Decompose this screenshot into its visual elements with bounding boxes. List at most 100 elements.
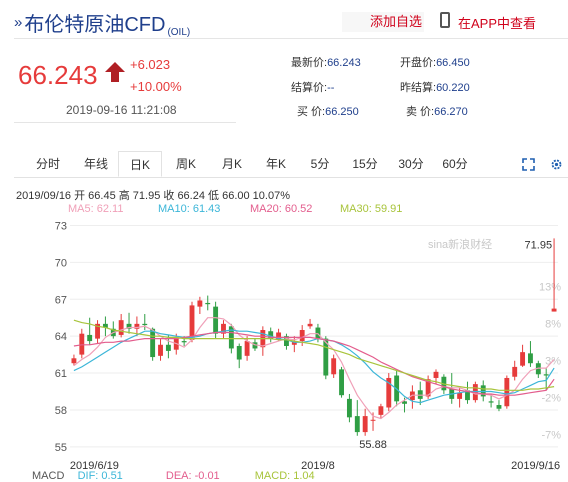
y-tick-label: 73 — [55, 220, 67, 232]
candle-body — [118, 320, 124, 335]
fullscreen-icon[interactable] — [522, 158, 535, 171]
view-in-app-link[interactable]: 在APP中查看 — [458, 16, 537, 31]
candle-body — [291, 341, 297, 345]
candle-body — [181, 341, 187, 343]
tab-monthly-k[interactable]: 月K — [221, 157, 242, 171]
candle-body — [307, 323, 313, 327]
pct-tick-label: 3% — [545, 355, 561, 367]
candle-body — [126, 323, 132, 329]
tab-60min[interactable]: 60分 — [442, 157, 468, 171]
candle-body — [315, 327, 321, 339]
candle-body — [213, 306, 219, 334]
candle-body — [268, 331, 274, 339]
chart-grid — [70, 224, 558, 448]
candle-body — [205, 302, 211, 305]
min-price-label: 55.88 — [359, 439, 387, 451]
x-tick-label: 2019/9/16 — [511, 460, 560, 470]
add-watchlist-button[interactable]: 添加自选 — [342, 12, 424, 32]
ma-line-ma10 — [73, 329, 555, 404]
tab-year-line[interactable]: 年线 — [83, 157, 108, 171]
ma-line-ma30 — [73, 319, 555, 391]
tab-weekly-k[interactable]: 周K — [175, 157, 196, 171]
y-tick-label: 58 — [55, 405, 67, 417]
ma30-label: MA30: 59.91 — [340, 203, 403, 215]
candle-body — [528, 353, 533, 364]
page-title: » 布伦特原油CFD (OIL) — [14, 8, 190, 38]
y-tick-label: 64 — [55, 331, 67, 343]
tab-yearly-k[interactable]: 年K — [265, 157, 286, 171]
candle-body — [433, 371, 439, 378]
instrument-code: (OIL) — [167, 27, 191, 38]
candle-body — [551, 308, 557, 312]
instrument-name: 布伦特原油CFD — [24, 14, 166, 36]
candle-body — [543, 374, 549, 376]
title-mark: » — [14, 14, 23, 31]
up-arrow-icon — [105, 62, 125, 82]
candle-body — [402, 401, 407, 404]
pct-tick-label: -2% — [541, 392, 561, 404]
candle-body — [228, 326, 234, 349]
candle-body — [221, 323, 226, 334]
candle-body — [134, 323, 140, 329]
y-tick-label: 67 — [55, 294, 67, 306]
quote-field-bid: 买 价:66.250 — [297, 106, 359, 118]
ohlc-summary: 2019/09/16 开 66.45 高 71.95 收 66.24 低 66.… — [16, 190, 290, 202]
pct-axis: 13% 8% 3% -2% -7% -12% — [535, 281, 561, 470]
chart-watermark: sina新浪财经 — [428, 237, 492, 251]
candle-body — [417, 390, 423, 399]
y-tick-label: 70 — [55, 257, 67, 269]
tab-15min[interactable]: 15分 — [352, 157, 378, 171]
price-change: +6.023 — [130, 57, 171, 72]
candle-body — [79, 333, 85, 355]
pct-tick-label: 13% — [539, 281, 561, 293]
pct-tick-label: 8% — [545, 318, 561, 330]
dea-label: DEA: -0.01 — [165, 470, 220, 482]
header-divider — [14, 38, 568, 39]
candlestick-chart[interactable]: sina新浪财经 73 70 67 64 61 58 55 13% 8% 3% -2% -7% -12… — [0, 215, 568, 470]
chart-labels: 71.95 55.88 2019/6/19 2019/8 2019/9/16 — [70, 239, 560, 470]
candle-body — [480, 385, 486, 397]
dif-label: DIF: 0.51 — [77, 470, 123, 482]
candle-body — [362, 416, 368, 433]
quote-field-settle: 结算价:-- — [291, 82, 335, 94]
candle-body — [284, 336, 289, 346]
candle-body — [95, 323, 100, 339]
candle-body — [535, 363, 541, 375]
candle-body — [158, 344, 163, 356]
candle-body — [244, 341, 250, 356]
tab-30min[interactable]: 30分 — [398, 157, 424, 171]
candle-body — [346, 398, 352, 418]
candle-body — [386, 377, 392, 408]
tab-5min[interactable]: 5分 — [310, 157, 330, 171]
price-divider — [14, 122, 236, 123]
price-change-pct: +10.00% — [130, 79, 182, 94]
macd-label: MACD — [32, 470, 65, 482]
period-tabs: 分时 年线 日K 周K 月K 年K 5分 15分 30分 60分 — [14, 151, 568, 178]
max-price-label: 71.95 — [525, 239, 553, 251]
candle-body — [496, 405, 502, 409]
settings-icon[interactable] — [550, 158, 563, 171]
candle-body — [236, 345, 242, 360]
x-tick-label: 2019/8 — [301, 460, 335, 470]
ma-line-ma20 — [73, 331, 555, 396]
pct-tick-label: -12% — [535, 467, 561, 470]
candle-body — [165, 344, 171, 351]
phone-icon — [440, 12, 450, 28]
candle-body — [102, 323, 108, 328]
candle-body — [189, 305, 195, 340]
ma5-label: MA5: 62.11 — [68, 203, 124, 215]
ma-lines — [73, 317, 555, 420]
ma-line-ma5 — [73, 317, 555, 420]
last-price: 66.243 — [18, 60, 98, 90]
candle-body — [173, 338, 179, 350]
candle-body — [71, 358, 77, 364]
candle-body — [520, 352, 526, 366]
quote-field-prev-settle: 昨结算:60.220 — [400, 82, 470, 94]
pct-tick-label: -7% — [541, 429, 561, 441]
candle-body — [488, 401, 494, 403]
tab-daily-k[interactable]: 日K — [118, 151, 162, 177]
candle-body — [504, 377, 510, 407]
tab-intraday[interactable]: 分时 — [35, 157, 60, 171]
y-tick-label: 55 — [55, 442, 67, 454]
candle-body — [370, 419, 376, 421]
